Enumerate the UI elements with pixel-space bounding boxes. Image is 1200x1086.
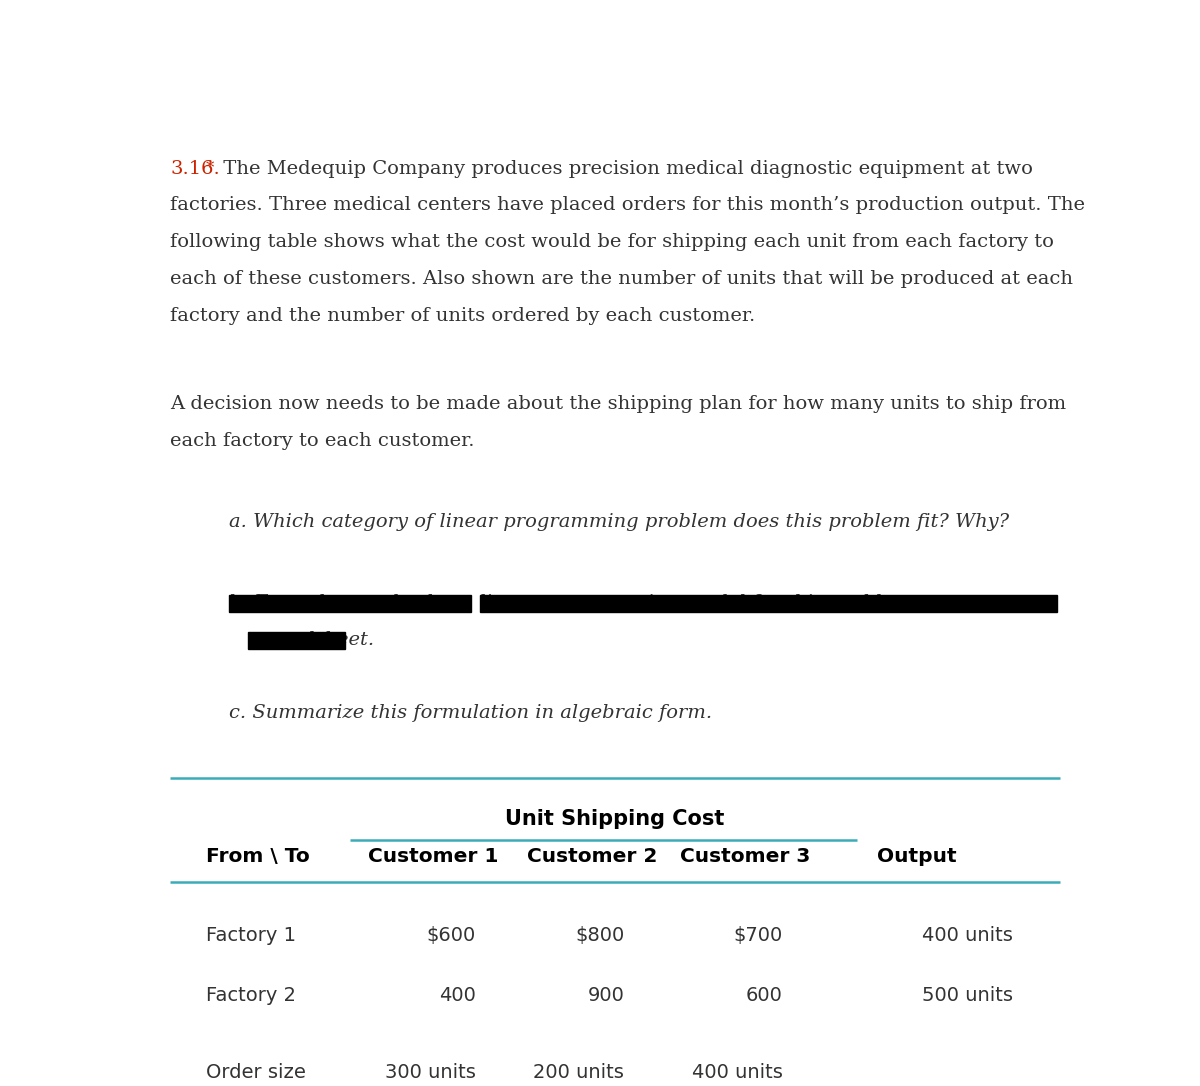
Text: c. Summarize this formulation in algebraic form.: c. Summarize this formulation in algebra… [229,704,712,722]
Text: following table shows what the cost would be for shipping each unit from each fa: following table shows what the cost woul… [170,233,1055,251]
Text: each of these customers. Also shown are the number of units that will be produce: each of these customers. Also shown are … [170,270,1074,288]
Text: spreadsheet.: spreadsheet. [247,631,374,648]
Bar [229,595,470,613]
Text: 900: 900 [588,986,624,1005]
Text: 400: 400 [439,986,475,1005]
Text: factory and the number of units ordered by each customer.: factory and the number of units ordered … [170,306,756,325]
Text: $800: $800 [575,925,624,945]
Text: 3.16.: 3.16. [170,160,221,178]
Text: each factory to each customer.: each factory to each customer. [170,432,475,450]
Text: The Medequip Company produces precision medical diagnostic equipment at two: The Medequip Company produces precision … [217,160,1033,178]
Text: $600: $600 [426,925,475,945]
Text: 200 units: 200 units [534,1063,624,1082]
Text: 400 units: 400 units [922,925,1013,945]
Text: factories. Three medical centers have placed orders for this month’s production : factories. Three medical centers have pl… [170,197,1086,214]
Text: Factory 2: Factory 2 [206,986,296,1005]
Text: a. Which category of linear programming problem does this problem fit? Why?: a. Which category of linear programming … [229,513,1009,531]
Text: From \ To: From \ To [206,847,310,867]
Text: Order size: Order size [206,1063,306,1082]
Text: Factory 1: Factory 1 [206,925,296,945]
Text: $700: $700 [733,925,782,945]
Text: 300 units: 300 units [385,1063,475,1082]
Text: 500 units: 500 units [922,986,1013,1005]
Text: 400 units: 400 units [691,1063,782,1082]
Text: A decision now needs to be made about the shipping plan for how many units to sh: A decision now needs to be made about th… [170,395,1067,413]
Text: Customer 3: Customer 3 [680,847,810,867]
Text: Output: Output [877,847,958,867]
Text: b. Formulate and solve a linear programming model for this problem on a: b. Formulate and solve a linear programm… [229,594,960,611]
Text: 600: 600 [745,986,782,1005]
Text: Customer 2: Customer 2 [527,847,656,867]
Text: *: * [206,160,214,177]
Bar [247,632,346,649]
Bar [480,595,1057,613]
Text: Unit Shipping Cost: Unit Shipping Cost [505,809,725,830]
Text: Customer 1: Customer 1 [368,847,499,867]
